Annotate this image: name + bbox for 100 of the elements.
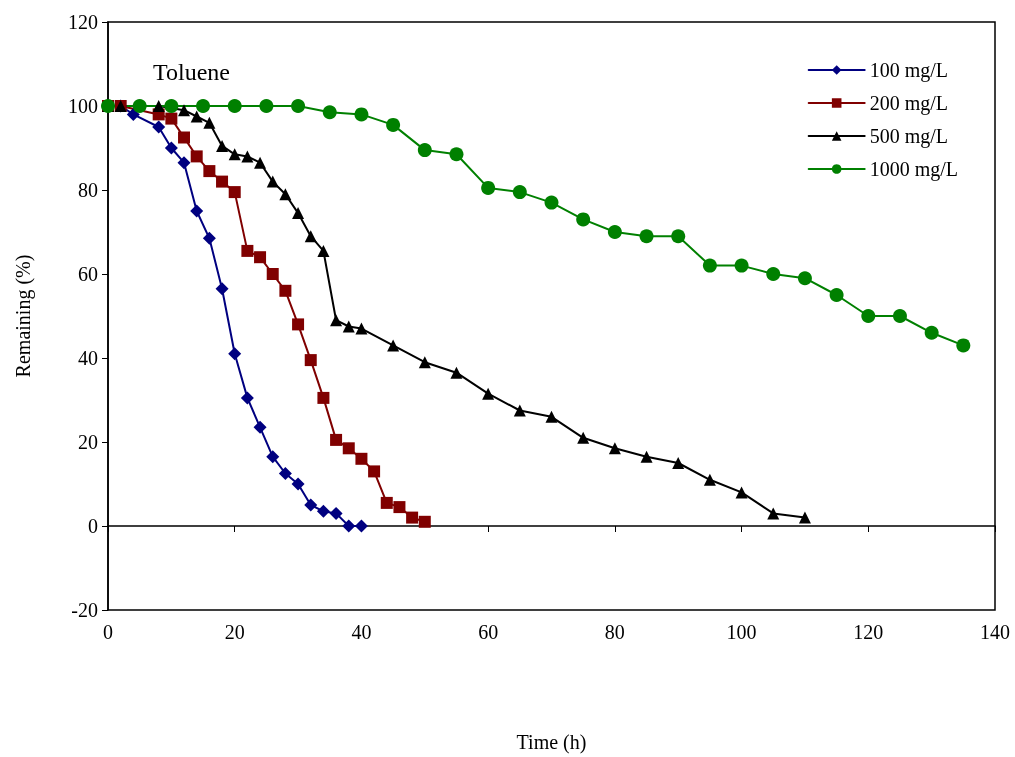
point [355,452,368,465]
point [829,288,844,302]
point [253,420,267,434]
y-tick-label: 0 [88,515,98,537]
point [278,467,292,480]
point [702,258,717,273]
point [956,338,971,353]
point [798,511,811,524]
point [406,511,419,524]
point [216,175,229,188]
point [417,143,432,158]
point [861,309,876,323]
point [132,99,147,113]
point [892,309,907,323]
point [512,185,527,200]
x-axis-title: Time (h) [516,731,587,754]
point [418,356,431,369]
point [924,325,939,340]
point [380,496,393,509]
point [304,498,318,512]
point [164,99,179,113]
point [342,519,356,533]
point [342,442,355,455]
point [152,100,165,112]
x-tick-label: 60 [478,621,499,643]
point [368,465,381,478]
point [481,180,496,195]
legend-label: 500 mg/L [869,125,949,148]
point [317,391,330,404]
point [202,231,216,245]
point [177,156,191,170]
point [545,410,558,423]
point [482,387,495,400]
point [203,165,216,178]
point [279,188,292,201]
point [671,229,686,244]
legend-label: 100 mg/L [869,59,949,82]
point [266,450,280,464]
point [228,148,241,161]
point [355,322,368,335]
point [703,473,716,486]
point [329,506,343,520]
point [227,99,242,113]
point [152,120,166,134]
point [354,519,368,533]
point [734,258,749,273]
point [178,104,191,117]
point [450,366,463,379]
point [577,431,590,444]
point [164,141,178,155]
point [576,212,591,227]
x-tick-label: 40 [351,621,372,643]
point [672,457,685,469]
point [228,347,242,361]
point [418,515,431,528]
point [639,229,654,244]
x-tick-label: 0 [103,621,113,643]
point [241,150,254,163]
point [767,507,780,520]
point [165,112,178,125]
point [254,156,267,169]
point [342,320,355,333]
point [735,486,748,499]
point [178,131,191,144]
y-tick-label: 20 [78,431,98,453]
point [190,110,203,123]
point [544,195,559,210]
point [279,284,292,297]
x-tick-label: 100 [726,621,757,643]
point [190,204,204,218]
point [126,107,140,121]
point [330,314,343,327]
point [330,433,343,446]
y-tick-label: 120 [68,11,98,33]
y-axis-title: Remaining (%) [12,254,35,378]
x-tick-label: 120 [853,621,884,643]
point [766,267,781,281]
point [216,139,229,152]
point [241,244,254,257]
annotation: Toluene [153,59,230,85]
y-tick-label: 80 [78,179,98,201]
point [254,251,267,264]
point [203,116,216,129]
legend-label: 200 mg/L [869,92,949,115]
point [317,244,330,257]
point [240,391,254,405]
point [607,225,622,239]
point [266,268,279,280]
y-tick-label: 40 [78,347,98,369]
point [292,207,305,220]
point [190,150,203,163]
point [449,147,464,162]
point [608,442,621,455]
x-tick-label: 140 [980,621,1010,643]
y-tick-label: 100 [68,95,98,117]
point [322,105,337,120]
point [291,99,306,113]
point [393,501,406,514]
point [304,354,317,367]
point [640,450,653,463]
